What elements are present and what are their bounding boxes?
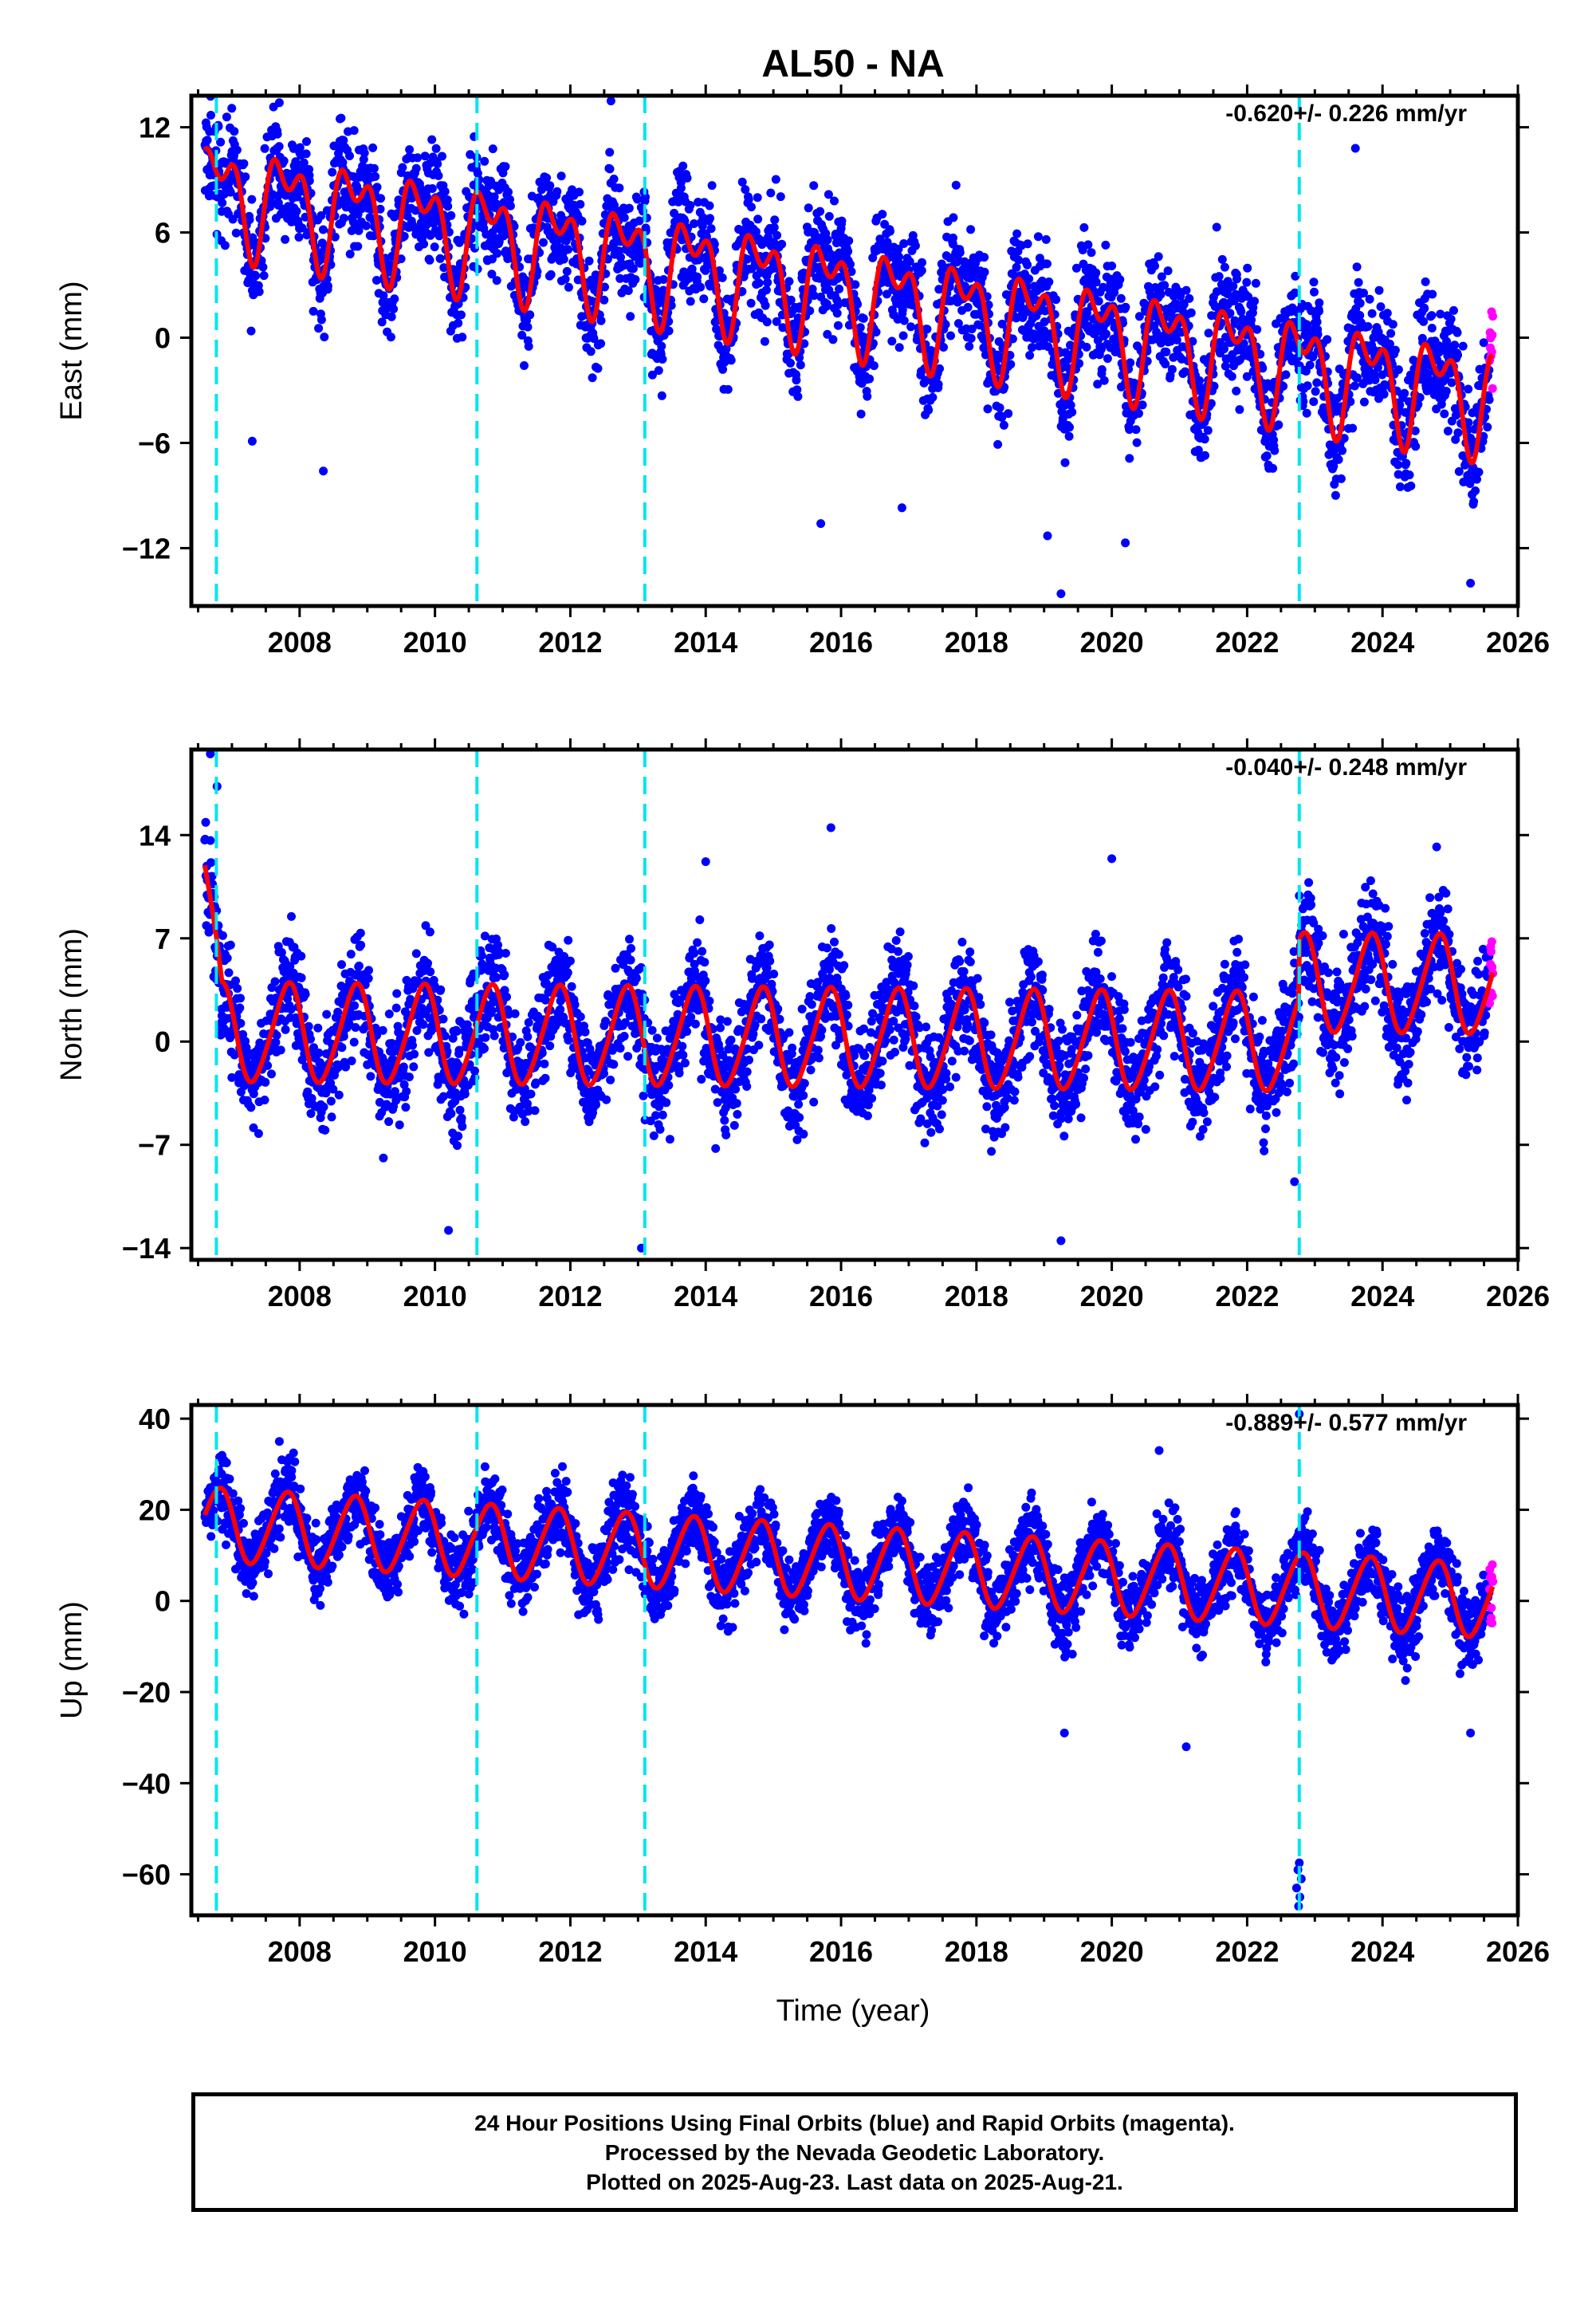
x-tick-label: 2022: [1215, 626, 1279, 659]
x-tick-label: 2026: [1486, 1935, 1550, 1968]
y-axis-label: East (mm): [55, 281, 88, 420]
rate-label: -0.889+/- 0.577 mm/yr: [1225, 1410, 1467, 1436]
model-curve: [202, 1486, 1496, 1639]
caption-line-2: Processed by the Nevada Geodetic Laborat…: [604, 2139, 1105, 2165]
panel-north: 2008 2010 2012 2014 2016 2018 2020 2022 2024 2026…: [55, 738, 1550, 1312]
x-tick-label: 2008: [268, 626, 332, 659]
y-tick-label: 0: [155, 1025, 171, 1058]
x-tick-label: 2012: [538, 1280, 602, 1312]
panels: 2008 2010 2012 2014 2016 2018 2020 2022 2024 2026…: [55, 85, 1550, 1968]
x-tick-label: 2012: [538, 1935, 602, 1968]
x-tick-label: 2022: [1215, 1280, 1279, 1312]
y-axis-label: Up (mm): [55, 1601, 88, 1719]
data-layer: [200, 750, 1498, 1260]
x-tick-label: 2010: [403, 1935, 467, 1968]
panel-east: 2008 2010 2012 2014 2016 2018 2020 2022 2024 2026…: [55, 85, 1550, 659]
x-tick-label: 2016: [809, 1280, 873, 1312]
model-curve: [202, 146, 1495, 466]
x-tick-label: 2026: [1486, 1280, 1550, 1312]
x-tick-label: 2010: [403, 626, 467, 659]
x-tick-label: 2014: [674, 1935, 737, 1968]
y-tick-label: −7: [138, 1129, 171, 1162]
final-orbit-points: [200, 96, 1494, 599]
x-tick-label: 2012: [538, 626, 602, 659]
y-tick-label: 0: [155, 322, 171, 355]
x-tick-label: 2016: [809, 1935, 873, 1968]
x-tick-label: 2024: [1350, 1935, 1414, 1968]
x-tick-label: 2020: [1080, 1280, 1144, 1312]
y-tick-label: −6: [138, 427, 171, 459]
y-axis-label: North (mm): [55, 928, 88, 1081]
x-tick-label: 2024: [1350, 1280, 1414, 1312]
y-tick-label: 7: [155, 923, 171, 955]
y-tick-label: −40: [122, 1767, 171, 1800]
plot-frame: [189, 747, 1520, 1262]
y-tick-label: 14: [139, 819, 171, 852]
x-tick-label: 2018: [945, 1280, 1008, 1312]
y-tick-label: −14: [122, 1232, 171, 1265]
data-layer: [200, 96, 1498, 606]
y-tick-label: 40: [139, 1403, 171, 1435]
x-tick-label: 2016: [809, 626, 873, 659]
x-tick-label: 2018: [945, 626, 1008, 659]
plot-frame: [189, 93, 1520, 608]
y-tick-label: 6: [155, 217, 171, 250]
y-tick-label: 12: [139, 112, 171, 144]
time-series-figure: AL50 - NA 2008 2010 2012 2014 2016 2018 2020 20…: [55, 43, 1550, 2028]
panel-up: 2008 2010 2012 2014 2016 2018 2020 2022 2024 2026…: [55, 1394, 1550, 1968]
x-tick-label: 2022: [1215, 1935, 1279, 1968]
x-tick-label: 2010: [403, 1280, 467, 1312]
x-tick-label: 2020: [1080, 626, 1144, 659]
x-tick-label: 2020: [1080, 1935, 1144, 1968]
x-tick-label: 2014: [674, 1280, 737, 1312]
plot-frame: [189, 1403, 1520, 1918]
y-tick-label: 20: [139, 1493, 171, 1526]
model-curve: [202, 864, 1496, 1094]
x-tick-label: 2024: [1350, 626, 1414, 659]
x-tick-label: 2008: [268, 1280, 332, 1312]
y-tick-label: −60: [122, 1859, 171, 1891]
chart-title: AL50 - NA: [761, 43, 944, 85]
x-tick-label: 2026: [1486, 626, 1550, 659]
x-tick-label: 2008: [268, 1935, 332, 1968]
rate-label: -0.040+/- 0.248 mm/yr: [1225, 754, 1467, 781]
final-orbit-points: [200, 1409, 1494, 1911]
rate-label: -0.620+/- 0.226 mm/yr: [1225, 100, 1467, 127]
caption-line-1: 24 Hour Positions Using Final Orbits (bl…: [474, 2110, 1235, 2135]
x-tick-label: 2014: [674, 626, 737, 659]
caption-line-3: Plotted on 2025-Aug-23. Last data on 202…: [586, 2169, 1123, 2194]
x-tick-label: 2018: [945, 1935, 1008, 1968]
caption-box: 24 Hour Positions Using Final Orbits (bl…: [191, 2092, 1518, 2212]
y-tick-label: −20: [122, 1676, 171, 1709]
data-layer: [200, 1405, 1498, 1915]
rapid-orbit-points: [1485, 937, 1498, 1008]
x-axis-label: Time (year): [776, 1994, 930, 2028]
y-tick-label: −12: [122, 532, 171, 565]
y-tick-label: 0: [155, 1585, 171, 1618]
